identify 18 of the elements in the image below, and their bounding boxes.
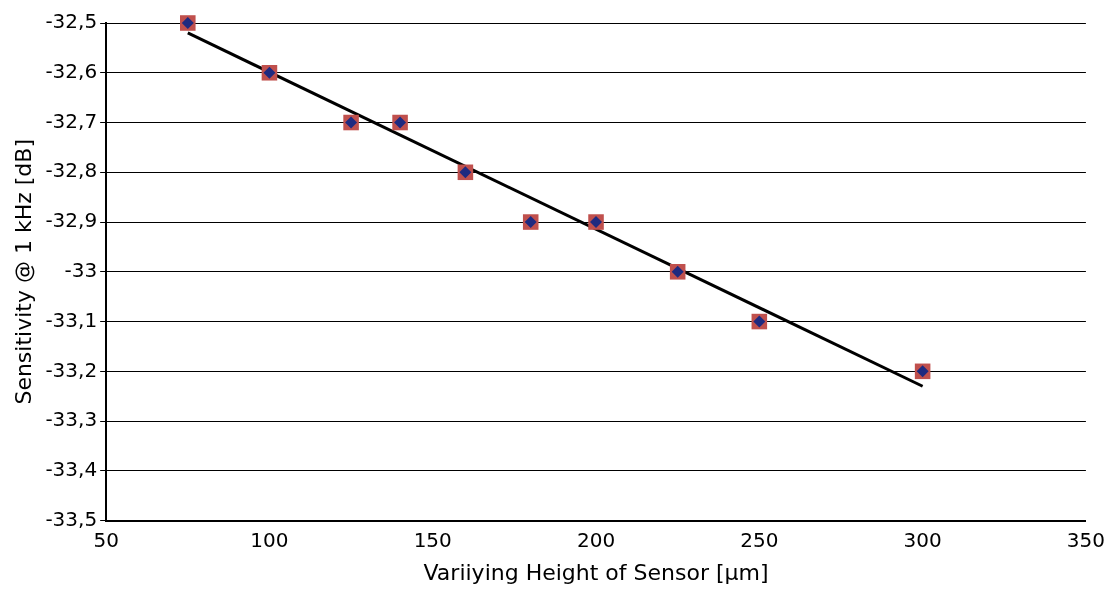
y-tick-label: -33,3 — [45, 407, 98, 432]
y-tick-label: -32,5 — [45, 9, 98, 34]
x-tick-label: 350 — [1066, 527, 1106, 552]
y-tick-label: -33 — [64, 258, 98, 282]
y-tick-label: -32,9 — [45, 208, 98, 233]
y-tick-label: -32,7 — [45, 108, 98, 133]
x-tick-label: 300 — [903, 527, 942, 552]
x-tick-label: 150 — [413, 527, 452, 552]
y-axis-title: Sensitivity @ 1 kHz [dB] — [10, 139, 36, 405]
x-tick-label: 250 — [740, 527, 779, 552]
x-tick-label: 200 — [576, 527, 616, 552]
y-tick-label: -33,4 — [45, 457, 98, 482]
x-axis-title: Variiying Height of Sensor [µm] — [423, 559, 769, 585]
y-tick-label: -32,8 — [45, 158, 98, 183]
y-tick-label: -33,2 — [45, 357, 98, 382]
y-tick-label: -33,1 — [45, 307, 98, 332]
y-tick-label: -32,6 — [45, 58, 98, 83]
x-tick-label: 100 — [250, 527, 289, 552]
